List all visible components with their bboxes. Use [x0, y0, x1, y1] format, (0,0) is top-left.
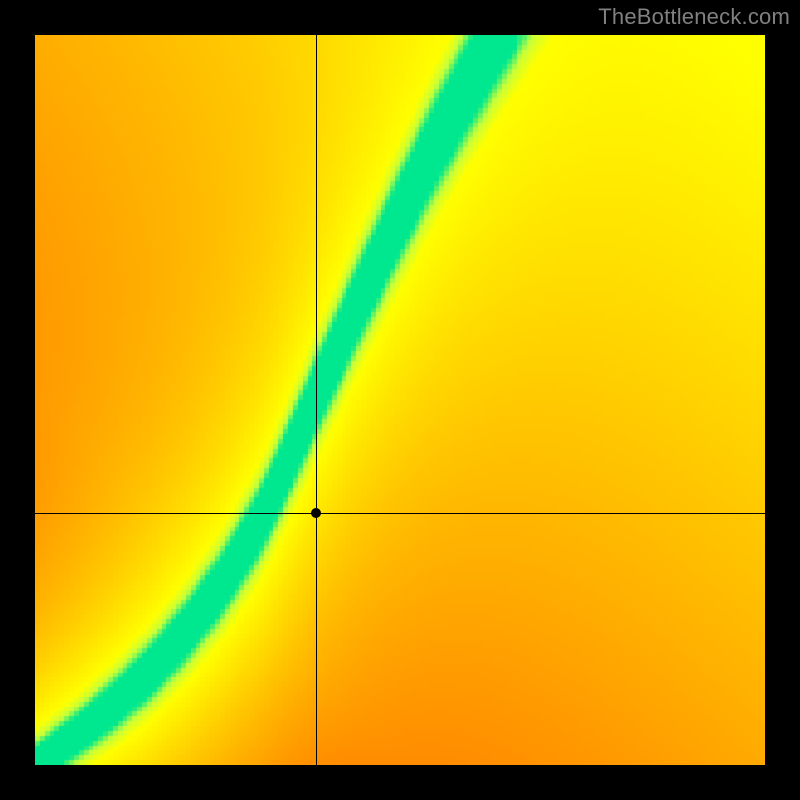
crosshair-vertical	[316, 35, 317, 765]
crosshair-horizontal	[35, 513, 765, 514]
heatmap-plot	[35, 35, 765, 765]
crosshair-marker	[311, 508, 321, 518]
chart-container: TheBottleneck.com	[0, 0, 800, 800]
watermark-text: TheBottleneck.com	[598, 4, 790, 30]
heatmap-canvas	[35, 35, 765, 765]
